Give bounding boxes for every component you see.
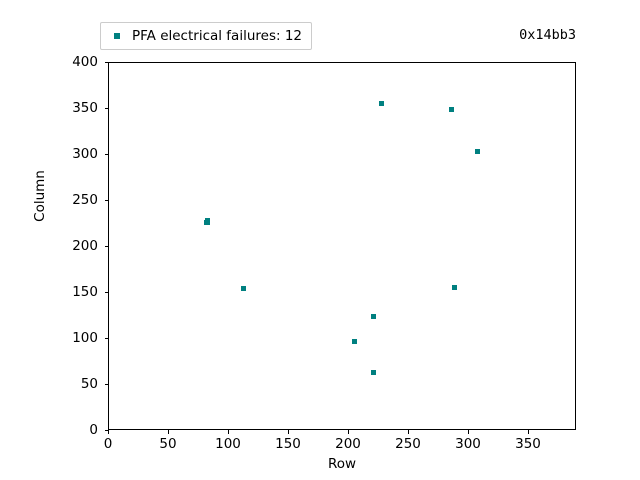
x-axis-label: Row	[327, 456, 357, 472]
x-tick-mark	[528, 430, 529, 434]
y-tick-label: 400	[72, 54, 98, 70]
x-tick-label: 100	[215, 436, 241, 452]
y-tick-mark	[104, 62, 108, 63]
scatter-point	[379, 100, 385, 106]
y-tick-label: 200	[72, 238, 98, 254]
legend-entry-label: PFA electrical failures: 12	[132, 28, 303, 44]
y-tick-mark	[104, 338, 108, 339]
y-tick-label: 350	[72, 100, 98, 116]
x-tick-mark	[108, 430, 109, 434]
x-tick-mark	[348, 430, 349, 434]
y-tick-mark	[104, 200, 108, 201]
x-tick-label: 0	[103, 436, 113, 452]
y-tick-mark	[104, 108, 108, 109]
scatter-point	[370, 370, 376, 376]
y-tick-mark	[104, 384, 108, 385]
x-tick-mark	[408, 430, 409, 434]
x-tick-label: 250	[395, 436, 421, 452]
scatter-point	[205, 218, 211, 224]
y-tick-label: 250	[72, 192, 98, 208]
y-tick-label: 150	[72, 284, 98, 300]
x-tick-label: 200	[335, 436, 361, 452]
x-tick-mark	[288, 430, 289, 434]
scatter-point	[370, 314, 376, 320]
x-tick-label: 350	[515, 436, 541, 452]
y-tick-mark	[104, 430, 108, 431]
plot-axes-frame	[108, 62, 576, 430]
square-marker-icon	[114, 33, 120, 39]
scatter-point	[475, 148, 481, 154]
legend-box: PFA electrical failures: 12	[100, 22, 313, 50]
scatter-point	[351, 339, 357, 345]
x-tick-label: 150	[275, 436, 301, 452]
y-tick-mark	[104, 292, 108, 293]
x-tick-label: 50	[159, 436, 177, 452]
plot-title: 0x14bb3	[519, 27, 576, 43]
y-tick-label: 100	[72, 330, 98, 346]
y-tick-mark	[104, 154, 108, 155]
x-tick-mark	[228, 430, 229, 434]
x-tick-label: 300	[455, 436, 481, 452]
x-tick-mark	[468, 430, 469, 434]
scatter-point	[448, 107, 454, 113]
x-tick-mark	[168, 430, 169, 434]
y-tick-label: 50	[80, 376, 98, 392]
scatter-point	[452, 284, 458, 290]
y-tick-label: 0	[89, 422, 98, 438]
scatter-point	[241, 285, 247, 291]
y-tick-label: 300	[72, 146, 98, 162]
y-tick-mark	[104, 246, 108, 247]
